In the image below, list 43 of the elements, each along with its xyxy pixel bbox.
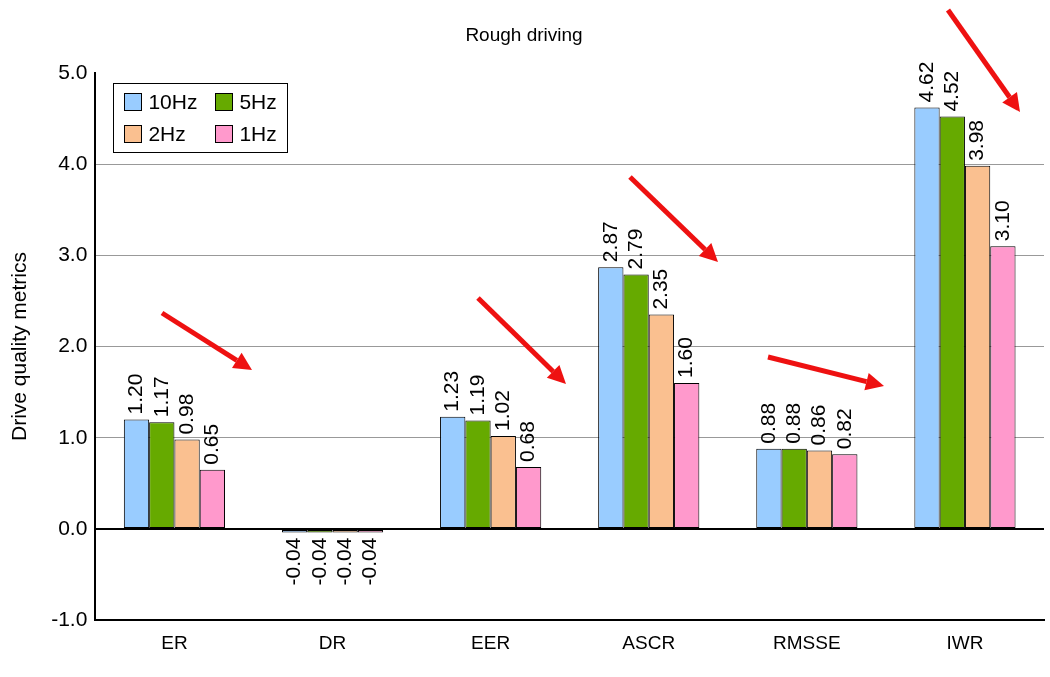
y-tick-label: 2.0	[58, 333, 88, 357]
data-label: -0.04	[281, 537, 305, 586]
y-tick-label: 0.0	[58, 515, 88, 539]
y-tick-label: 3.0	[58, 242, 88, 266]
data-label: 0.88	[755, 402, 779, 444]
data-label: 1.20	[123, 373, 147, 415]
y-tick-label: 5.0	[58, 59, 88, 83]
data-label: 1.60	[673, 337, 697, 378]
data-label: 4.62	[913, 61, 937, 103]
data-label: 0.68	[515, 421, 539, 462]
data-label: 0.98	[173, 393, 197, 435]
data-label: 1.19	[464, 374, 488, 416]
x-tick-label: ER	[161, 631, 188, 653]
data-label: 0.82	[831, 408, 855, 450]
data-label: 2.35	[648, 268, 672, 310]
y-tick-label: -1.0	[51, 607, 88, 630]
data-label: 4.52	[939, 70, 963, 112]
legend-label: 1Hz	[239, 121, 277, 146]
data-label: 2.79	[622, 228, 646, 270]
y-axis-title: Drive quality metrics	[7, 251, 31, 442]
data-label: -0.04	[357, 537, 381, 586]
x-tick-label: IWR	[946, 631, 984, 653]
legend-label: 10Hz	[148, 89, 198, 114]
x-tick-label: EER	[471, 631, 511, 653]
y-tick-label: 4.0	[58, 150, 88, 174]
chart-title: Rough driving	[465, 23, 583, 45]
data-label: -0.04	[306, 537, 330, 586]
data-label: 1.02	[490, 390, 514, 431]
data-label: 1.17	[148, 376, 172, 418]
x-tick-label: DR	[318, 631, 347, 653]
legend-label: 5Hz	[239, 89, 277, 114]
data-label: 0.88	[781, 402, 804, 444]
y-tick-label: 1.0	[58, 424, 88, 448]
x-tick-label: ASCR	[622, 631, 676, 653]
data-label: 3.98	[964, 119, 988, 161]
x-tick-label: RMSSE	[773, 631, 841, 653]
data-label: 1.23	[439, 370, 463, 412]
data-label: 0.65	[199, 423, 223, 465]
data-label: -0.04	[331, 537, 355, 586]
data-label: 0.86	[806, 404, 830, 446]
legend-label: 2Hz	[148, 121, 186, 146]
data-label: 2.87	[597, 221, 621, 263]
data-label: 3.10	[989, 200, 1013, 242]
